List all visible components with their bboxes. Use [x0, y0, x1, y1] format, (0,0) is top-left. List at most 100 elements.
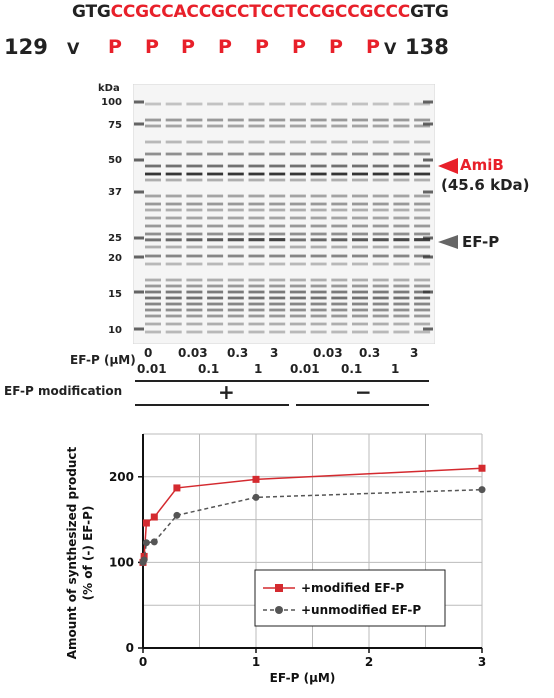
marker-band	[134, 122, 144, 126]
unmodified-group-bracket	[296, 404, 429, 406]
x-tick-label: 3	[478, 655, 486, 669]
conc-upper-5: 0.3	[359, 346, 381, 360]
amino-acid-P-7: P	[329, 36, 343, 58]
sequence-prefix: GTG	[72, 2, 111, 22]
legend-marker-1	[275, 606, 283, 614]
marker-band	[134, 158, 144, 162]
data-point-1-4	[173, 511, 181, 519]
legend-label-0: +modified EF-P	[301, 581, 404, 595]
marker-label-25: 25	[108, 233, 122, 244]
data-point-1-5	[252, 493, 260, 501]
modification-label: EF-P modification	[4, 384, 123, 398]
amino-acid-P-1: P	[108, 36, 122, 58]
dna-sequence: GTGCCGCCACCGCCTCCTCCGCCGCCCGTG	[72, 2, 449, 22]
x-axis-label: EF-P (μM)	[270, 671, 336, 685]
amino-acid-P-5: P	[255, 36, 269, 58]
y-tick-label: 100	[109, 555, 134, 569]
data-point-1-1	[140, 556, 148, 564]
modified-group-bracket	[135, 404, 289, 406]
conc-lower-1: 0.1	[198, 362, 220, 376]
sequence-highlight: CCGCCACCGCCTCCTCCGCCGCCC	[110, 2, 411, 22]
efp-concentration-label: EF-P (μM)	[70, 353, 136, 367]
sequence-suffix: GTG	[410, 2, 449, 22]
gel-lane-7	[289, 102, 306, 334]
conc-upper-0: 0	[144, 346, 153, 360]
amino-acid-P-6: P	[292, 36, 306, 58]
kda-unit-label: kDa	[98, 83, 120, 94]
amib-arrow-icon	[438, 158, 458, 174]
efp-band-label: EF-P	[462, 233, 500, 251]
conc-upper-1: 0.03	[178, 346, 208, 360]
legend-box	[254, 569, 446, 627]
marker-band	[134, 255, 144, 259]
amib-label: AmiB	[460, 156, 504, 174]
amino-acid-V-9: V	[384, 39, 397, 58]
data-point-0-3	[150, 513, 158, 521]
gel-lane-1	[165, 102, 182, 334]
gel-lane-6	[269, 102, 286, 334]
conc-lower-0: 0.01	[137, 362, 167, 376]
modification-minus: −	[355, 380, 372, 404]
marker-label-100: 100	[101, 97, 122, 108]
residue-start-number: 129	[4, 35, 48, 59]
conc-lower-3: 0.01	[290, 362, 320, 376]
y-tick-label: 200	[109, 470, 134, 484]
efp-arrow-icon	[438, 235, 458, 249]
x-tick-label: 0	[139, 655, 147, 669]
marker-band	[134, 100, 144, 104]
data-point-0-4	[173, 484, 181, 492]
sds-page-gel-image	[133, 84, 435, 344]
marker-band	[423, 190, 433, 194]
gel-lane-11	[372, 102, 389, 334]
gel-lane-9	[331, 102, 348, 334]
marker-label-20: 20	[108, 253, 122, 264]
marker-label-15: 15	[108, 289, 122, 300]
conc-upper-3: 3	[270, 346, 279, 360]
conc-upper-6: 3	[410, 346, 419, 360]
y-axis-label-units: (% of (-) EF-P)	[81, 506, 95, 601]
amino-acid-P-2: P	[145, 36, 159, 58]
marker-band	[134, 290, 144, 294]
concentration-underline	[135, 380, 429, 382]
residue-end-number: 138	[405, 35, 449, 59]
gel-lane-8	[310, 102, 327, 334]
y-axis-label: Amount of synthesized product	[65, 446, 79, 659]
marker-band	[134, 327, 144, 331]
conc-lower-4: 0.1	[341, 362, 363, 376]
marker-band	[134, 190, 144, 194]
data-point-1-6	[478, 486, 486, 494]
marker-label-50: 50	[108, 155, 122, 166]
gel-lane-13	[414, 102, 431, 334]
legend-label-1: +unmodified EF-P	[301, 603, 421, 617]
marker-band	[423, 122, 433, 126]
modification-plus: +	[218, 380, 235, 404]
legend-marker-0	[275, 584, 283, 592]
amino-acid-V-0: V	[67, 39, 80, 58]
conc-lower-5: 1	[391, 362, 400, 376]
gel-lane-2	[186, 102, 203, 334]
marker-band	[423, 327, 433, 331]
marker-label-75: 75	[108, 120, 122, 131]
data-point-1-3	[150, 538, 158, 546]
amino-acid-P-8: P	[366, 36, 380, 58]
data-point-0-6	[478, 464, 486, 472]
gel-lane-3	[207, 102, 224, 334]
conc-upper-4: 0.03	[313, 346, 343, 360]
data-point-1-2	[142, 539, 150, 547]
gel-lane-5	[248, 102, 265, 334]
x-tick-label: 2	[365, 655, 373, 669]
gel-lane-12	[393, 102, 410, 334]
amino-acid-P-4: P	[218, 36, 232, 58]
gel-lane-4	[227, 102, 244, 334]
gel-lane-10	[352, 102, 368, 334]
conc-lower-2: 1	[254, 362, 263, 376]
synthesis-line-chart: 0 1 2 3 0 100 200 EF-P (μM) Amount of synthesize…	[65, 433, 486, 685]
marker-band	[423, 100, 433, 104]
gel-lane-0	[145, 102, 161, 334]
data-point-0-2	[142, 519, 150, 527]
data-point-0-5	[252, 475, 260, 483]
marker-band	[134, 236, 144, 240]
marker-label-10: 10	[108, 325, 122, 336]
amib-size-label: (45.6 kDa)	[441, 176, 530, 194]
